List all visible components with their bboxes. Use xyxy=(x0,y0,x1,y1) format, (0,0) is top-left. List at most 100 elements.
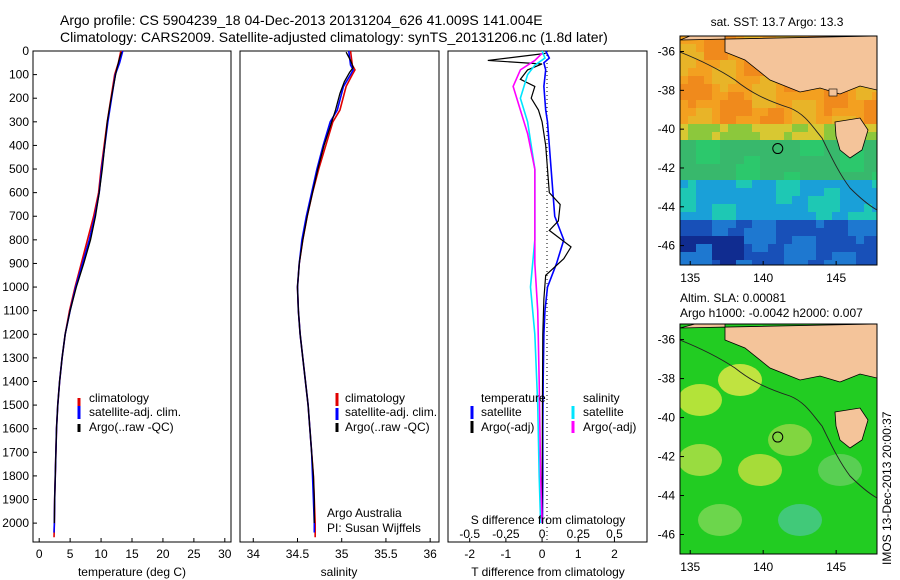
sst-cell xyxy=(824,156,832,164)
sst-cell xyxy=(768,172,776,180)
sst-cell xyxy=(688,124,696,132)
legend-label-t-argo: Argo(-adj) xyxy=(481,420,534,434)
temperature-panel: 0100200300400500600700800900100011001200… xyxy=(2,44,452,579)
sst-cell xyxy=(680,212,688,220)
x-tick-label: -1 xyxy=(501,547,512,561)
map-y-tick-label: -46 xyxy=(658,528,676,542)
sst-cell xyxy=(856,180,864,188)
sst-cell xyxy=(704,228,712,236)
sst-cell xyxy=(800,156,808,164)
sst-cell xyxy=(776,196,784,204)
sst-cell xyxy=(816,196,824,204)
sst-cell xyxy=(856,220,864,228)
sst-cell xyxy=(784,212,792,220)
sst-cell xyxy=(744,108,752,116)
sst-cell xyxy=(688,180,696,188)
sst-cell xyxy=(696,228,704,236)
sst-cell xyxy=(696,108,704,116)
sst-cell xyxy=(864,140,872,148)
legend-label-argo: Argo(..raw -QC) xyxy=(345,420,430,434)
sst-cell xyxy=(840,172,848,180)
y-tick-label: 700 xyxy=(9,209,29,223)
map-y-tick-label: -40 xyxy=(658,411,676,425)
sst-cell xyxy=(832,212,840,220)
sst-cell xyxy=(728,252,736,260)
y-tick-label: 500 xyxy=(9,162,29,176)
sst-cell xyxy=(824,204,832,212)
australia-land xyxy=(680,36,877,95)
sst-cell xyxy=(752,228,760,236)
sst-cell xyxy=(704,204,712,212)
sst-cell xyxy=(736,100,744,108)
sst-cell xyxy=(688,100,696,108)
t-difference-label: T difference from climatology xyxy=(471,565,625,579)
map-y-tick-label: -38 xyxy=(658,372,676,386)
sst-cell xyxy=(832,148,840,156)
sla-anomaly-blob xyxy=(718,364,762,396)
sst-cell xyxy=(784,132,792,140)
sst-cell xyxy=(704,180,712,188)
sst-cell xyxy=(856,100,864,108)
x-tick-label: 36 xyxy=(423,547,437,561)
sst-cell xyxy=(864,124,872,132)
sst-cell xyxy=(768,156,776,164)
y-tick-label: 800 xyxy=(9,233,29,247)
sst-cell xyxy=(800,140,808,148)
sst-cell xyxy=(744,156,752,164)
sst-cell xyxy=(744,220,752,228)
sst-cell xyxy=(784,252,792,260)
sst-cell xyxy=(712,92,720,100)
sst-cell xyxy=(688,132,696,140)
sst-cell xyxy=(808,252,816,260)
sst-cell xyxy=(784,92,792,100)
sst-cell xyxy=(704,36,712,44)
sst-cell xyxy=(784,124,792,132)
y-tick-label: 0 xyxy=(22,44,29,58)
sst-cell xyxy=(704,212,712,220)
sst-cell xyxy=(752,188,760,196)
salinity-xlabel: salinity xyxy=(321,565,358,579)
sst-cell xyxy=(688,204,696,212)
sst-cell xyxy=(696,52,704,60)
sst-cell xyxy=(752,68,760,76)
sst-cell xyxy=(824,180,832,188)
sst-cell xyxy=(864,148,872,156)
sst-cell xyxy=(760,100,768,108)
sst-cell xyxy=(784,196,792,204)
sst-cell xyxy=(728,236,736,244)
sst-cell xyxy=(688,60,696,68)
sst-cell xyxy=(680,60,688,68)
sst-cell xyxy=(864,132,872,140)
sst-cell xyxy=(720,180,728,188)
x-tick-label: 15 xyxy=(125,547,139,561)
sst-cell xyxy=(816,108,824,116)
sst-cell xyxy=(784,260,792,265)
sst-cell xyxy=(680,132,688,140)
sst-cell xyxy=(712,76,720,84)
sst-cell xyxy=(744,204,752,212)
sst-cell xyxy=(744,180,752,188)
sst-cell xyxy=(856,148,864,156)
sst-cell xyxy=(752,204,760,212)
sst-cell xyxy=(760,204,768,212)
y-tick-label: 100 xyxy=(9,68,29,82)
x-tick-label: 2 xyxy=(611,547,618,561)
sst-cell xyxy=(728,92,736,100)
sst-cell xyxy=(776,108,784,116)
sst-cell xyxy=(792,132,800,140)
sst-cell xyxy=(680,68,688,76)
legend-label-satellite: satellite-adj. clim. xyxy=(345,405,437,419)
sst-cell xyxy=(704,52,712,60)
sst-cell xyxy=(824,244,832,252)
sst-cell xyxy=(736,76,744,84)
sst-cell xyxy=(776,212,784,220)
sst-cell xyxy=(816,244,824,252)
sst-cell xyxy=(864,108,872,116)
sst-cell xyxy=(792,260,800,265)
sst-cell xyxy=(864,188,872,196)
sst-cell xyxy=(776,172,784,180)
y-tick-label: 1800 xyxy=(2,469,29,483)
y-tick-label: 200 xyxy=(9,91,29,105)
sst-cell xyxy=(864,228,872,236)
sst-cell xyxy=(688,244,696,252)
